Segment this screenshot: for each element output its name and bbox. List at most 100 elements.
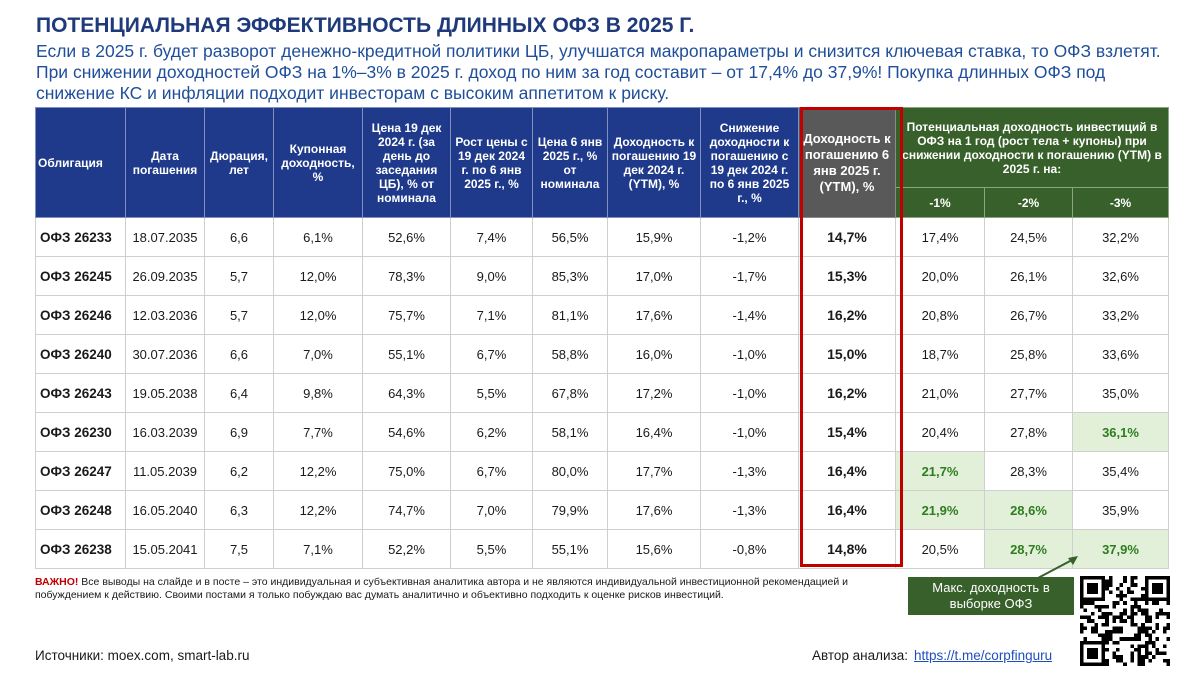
cell-maturity: 30.07.2036 [125, 334, 205, 374]
header-coupon: Купонная доходность, % [273, 107, 363, 218]
cell-s3: 37,9% [1071, 529, 1170, 569]
cell-ytm-jan6: 15,4% [798, 412, 896, 452]
cell-bond: ОФЗ 26248 [35, 490, 126, 530]
cell-s3: 35,0% [1071, 373, 1170, 413]
cell-bond: ОФЗ 26233 [35, 217, 126, 257]
cell-ytm-drop: -1,2% [700, 217, 799, 257]
cell-duration: 6,4 [204, 373, 274, 413]
cell-duration: 6,9 [204, 412, 274, 452]
page-title: ПОТЕНЦИАЛЬНАЯ ЭФФЕКТИВНОСТЬ ДЛИННЫХ ОФЗ … [36, 14, 695, 37]
cell-price-jan6: 85,3% [532, 256, 608, 296]
cell-s2: 24,5% [984, 217, 1073, 257]
cell-maturity: 15.05.2041 [125, 529, 205, 569]
header-price-dec19: Цена 19 дек 2024 г. (за день до заседани… [362, 107, 451, 218]
cell-maturity: 18.07.2035 [125, 217, 205, 257]
callout-arrow-icon [1037, 556, 1078, 579]
cell-ytm-drop: -1,0% [700, 373, 799, 413]
cell-s2: 27,7% [984, 373, 1073, 413]
cell-ytm-dec19: 17,2% [607, 373, 701, 413]
cell-growth: 7,4% [450, 217, 533, 257]
cell-ytm-drop: -1,0% [700, 412, 799, 452]
cell-ytm-dec19: 17,6% [607, 295, 701, 335]
cell-coupon: 9,8% [273, 373, 363, 413]
cell-bond: ОФЗ 26245 [35, 256, 126, 296]
header-bond: Облигация [35, 107, 126, 218]
author-label: Автор анализа: [812, 648, 909, 663]
cell-coupon: 12,2% [273, 451, 363, 491]
cell-growth: 6,7% [450, 451, 533, 491]
cell-ytm-jan6: 14,7% [798, 217, 896, 257]
cell-s3: 36,1% [1071, 412, 1170, 452]
cell-maturity: 12.03.2036 [125, 295, 205, 335]
cell-s3: 35,9% [1071, 490, 1170, 530]
header-ytm-dec19: Доходность к погашению 19 дек 2024 г. (Y… [607, 107, 701, 218]
cell-ytm-jan6: 16,4% [798, 490, 896, 530]
cell-price-dec19: 75,7% [362, 295, 451, 335]
qr-code-icon[interactable] [1080, 576, 1170, 666]
cell-ytm-dec19: 17,6% [607, 490, 701, 530]
cell-ytm-drop: -1,0% [700, 334, 799, 374]
cell-ytm-dec19: 16,4% [607, 412, 701, 452]
header-scenario-2: -2% [984, 187, 1073, 218]
cell-price-jan6: 58,1% [532, 412, 608, 452]
author-link[interactable]: https://t.me/corpfinguru [914, 648, 1053, 663]
cell-ytm-jan6: 14,8% [798, 529, 896, 569]
cell-coupon: 7,0% [273, 334, 363, 374]
cell-ytm-jan6: 15,3% [798, 256, 896, 296]
cell-s1: 21,0% [895, 373, 985, 413]
cell-maturity: 26.09.2035 [125, 256, 205, 296]
cell-growth: 9,0% [450, 256, 533, 296]
table-row: ОФЗ 26247 11.05.2039 6,2 12,2% 75,0% 6,7% 80,0… [35, 451, 1170, 491]
table-row: ОФЗ 26230 16.03.2039 6,9 7,7% 54,6% 6,2% 58,1%… [35, 412, 1170, 452]
cell-duration: 6,6 [204, 334, 274, 374]
cell-maturity: 11.05.2039 [125, 451, 205, 491]
cell-ytm-drop: -1,7% [700, 256, 799, 296]
sources: Источники: moex.com, smart-lab.ru [35, 648, 250, 663]
cell-ytm-drop: -1,3% [700, 490, 799, 530]
header-duration: Дюрация, лет [204, 107, 274, 218]
cell-bond: ОФЗ 26247 [35, 451, 126, 491]
cell-s1: 21,9% [895, 490, 985, 530]
cell-ytm-drop: -1,3% [700, 451, 799, 491]
cell-price-jan6: 80,0% [532, 451, 608, 491]
table-row: ОФЗ 26233 18.07.2035 6,6 6,1% 52,6% 7,4% 56,5%… [35, 217, 1170, 257]
cell-price-jan6: 79,9% [532, 490, 608, 530]
table-header: Облигация Дата погашения Дюрация, лет Ку… [35, 107, 1170, 218]
cell-s1: 21,7% [895, 451, 985, 491]
cell-duration: 5,7 [204, 256, 274, 296]
cell-ytm-dec19: 17,7% [607, 451, 701, 491]
cell-s3: 35,4% [1071, 451, 1170, 491]
cell-growth: 5,5% [450, 529, 533, 569]
cell-price-dec19: 52,6% [362, 217, 451, 257]
cell-growth: 5,5% [450, 373, 533, 413]
table-row: ОФЗ 26240 30.07.2036 6,6 7,0% 55,1% 6,7% 58,8%… [35, 334, 1170, 374]
cell-ytm-jan6: 16,4% [798, 451, 896, 491]
table-row: ОФЗ 26246 12.03.2036 5,7 12,0% 75,7% 7,1% 81,1… [35, 295, 1170, 335]
disclaimer-text: Все выводы на слайде и в посте – это инд… [35, 576, 849, 601]
cell-ytm-dec19: 15,6% [607, 529, 701, 569]
cell-price-jan6: 56,5% [532, 217, 608, 257]
max-yield-callout: Макс. доходность в выборке ОФЗ [908, 577, 1074, 615]
cell-s3: 32,2% [1071, 217, 1170, 257]
cell-growth: 7,0% [450, 490, 533, 530]
cell-growth: 6,2% [450, 412, 533, 452]
cell-price-dec19: 52,2% [362, 529, 451, 569]
cell-ytm-dec19: 16,0% [607, 334, 701, 374]
cell-bond: ОФЗ 26230 [35, 412, 126, 452]
cell-s1: 18,7% [895, 334, 985, 374]
header-scenario-3: -3% [1071, 187, 1170, 218]
cell-price-dec19: 74,7% [362, 490, 451, 530]
author: Автор анализа: https://t.me/corpfinguru [812, 648, 1052, 663]
header-price-jan6: Цена 6 янв 2025 г., % от номинала [532, 107, 608, 218]
cell-price-jan6: 58,8% [532, 334, 608, 374]
cell-ytm-dec19: 17,0% [607, 256, 701, 296]
cell-s2: 26,7% [984, 295, 1073, 335]
table-row: ОФЗ 26243 19.05.2038 6,4 9,8% 64,3% 5,5% 67,8%… [35, 373, 1170, 413]
cell-s2: 28,7% [984, 529, 1073, 569]
cell-maturity: 16.05.2040 [125, 490, 205, 530]
cell-s2: 28,6% [984, 490, 1073, 530]
cell-s1: 20,8% [895, 295, 985, 335]
cell-price-dec19: 75,0% [362, 451, 451, 491]
cell-maturity: 19.05.2038 [125, 373, 205, 413]
cell-ytm-jan6: 15,0% [798, 334, 896, 374]
